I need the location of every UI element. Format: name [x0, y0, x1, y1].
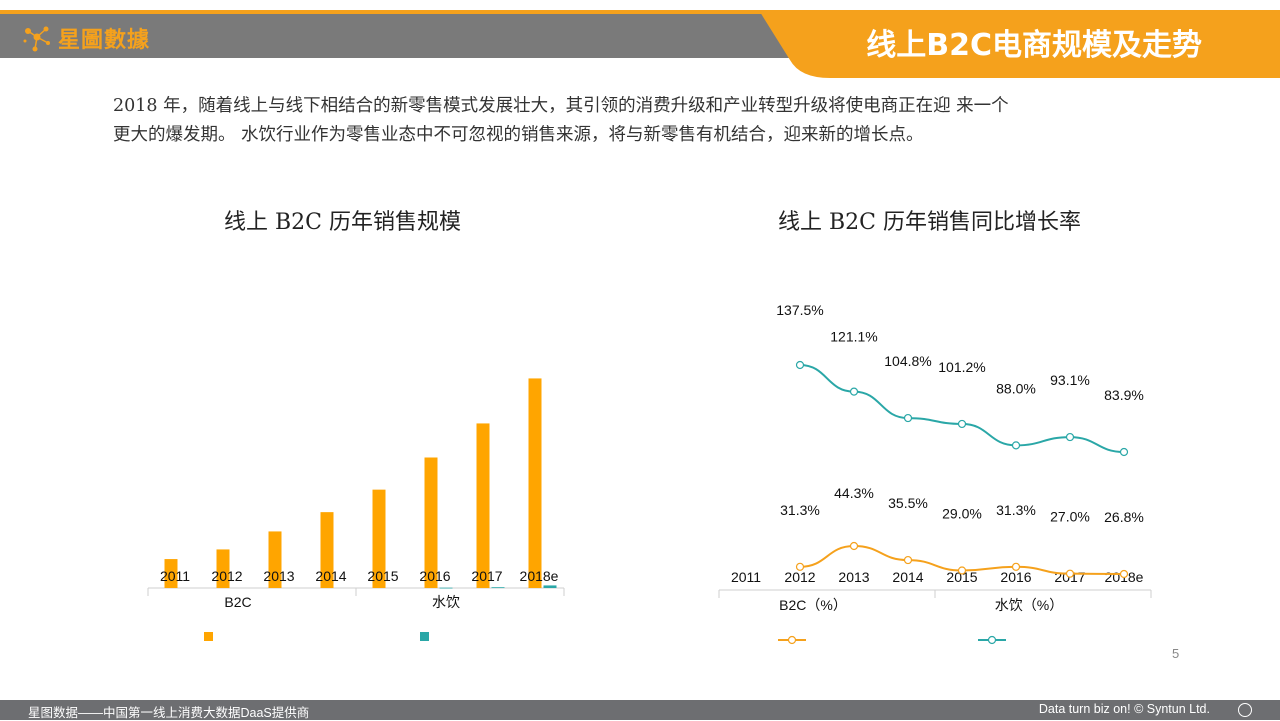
star-network-icon: [23, 26, 50, 52]
data-label: 35.5%: [888, 495, 928, 511]
data-point: [903, 413, 913, 423]
legend-marker-0: [787, 635, 797, 645]
legend-marker-1: [420, 632, 429, 641]
bar-b2c-2017: [476, 423, 490, 588]
x-tick-label: 2015: [367, 568, 398, 584]
brand-logo: 星圖數據: [22, 18, 150, 58]
data-point: [1011, 562, 1021, 571]
intro-paragraph: 2018 年，随着线上与线下相结合的新零售模式发展壮大，其引领的消费升级和产业转…: [113, 92, 1173, 150]
data-point: [957, 566, 967, 575]
bar-shuiyin-2017: [491, 587, 505, 589]
data-label: 104.8%: [884, 353, 931, 369]
bar-shuiyin-2016: [439, 587, 453, 589]
data-label: 83.9%: [1104, 387, 1144, 403]
logo-text: 星圖數據: [58, 28, 151, 53]
line-chart: 20112012201320142015201620172018e31.3%44…: [718, 302, 1152, 645]
data-label: 31.3%: [996, 502, 1036, 518]
bar-b2c-2014: [320, 512, 334, 588]
footer-bar: 星图数据——中国第一线上消费大数据DaaS提供商 Data turn biz o…: [0, 700, 1280, 720]
data-label: 44.3%: [834, 485, 874, 501]
bar-chart-title: 线上 B2C 历年销售规模: [224, 210, 461, 235]
page-number: 5: [1172, 646, 1180, 661]
data-label: 88.0%: [996, 380, 1036, 396]
series-group-label: 水饮（%）: [995, 597, 1063, 613]
data-label: 26.8%: [1104, 509, 1144, 525]
bar-b2c-2015: [372, 489, 386, 588]
series-group-label: B2C（%）: [779, 597, 847, 613]
bar-chart: 2011 2012 2013 2014 2015 2016 2017 2018e B2C 水饮: [147, 378, 565, 641]
data-point: [1119, 569, 1129, 579]
data-label: 121.1%: [830, 329, 877, 345]
x-tick-label: 2014: [315, 568, 346, 584]
bar-b2c-2012: [216, 549, 230, 588]
bar-b2c-2013: [268, 531, 282, 588]
data-point: [903, 555, 913, 565]
circle-icon: [1238, 703, 1252, 717]
x-tick-label: 2016: [1000, 569, 1031, 585]
bar-b2c-2011: [164, 559, 178, 588]
data-label: 137.5%: [776, 302, 823, 318]
x-tick-label: 2015: [946, 569, 977, 585]
intro-line-2: 更大的爆发期。 水饮行业作为零售业态中不可忽视的销售来源，将与新零售有机结合，迎…: [113, 125, 924, 145]
header-background: [0, 10, 1280, 78]
x-tick-label: 2018e: [520, 568, 559, 584]
bar-b2c-2016: [424, 457, 438, 588]
data-point: [1065, 569, 1075, 578]
header-bar: 星圖數據 线上B2C电商规模及走势: [0, 0, 1280, 78]
data-point: [1011, 441, 1021, 450]
footer-tagline: 星图数据——中国第一线上消费大数据DaaS提供商: [28, 706, 310, 720]
data-point: [957, 419, 967, 429]
intro-line-1: 2018 年，随着线上与线下相结合的新零售模式发展壮大，其引领的消费升级和产业转…: [113, 96, 1009, 116]
data-point: [849, 387, 859, 396]
data-point: [1065, 432, 1075, 442]
x-tick-label: 2017: [471, 568, 502, 584]
x-tick-label: 2013: [838, 569, 869, 585]
data-label: 93.1%: [1050, 372, 1090, 388]
bar-b2c-2018e: [528, 378, 542, 588]
x-tick-label: 2014: [892, 569, 923, 585]
footer-copyright: Data turn biz on! © Syntun Ltd.: [1038, 702, 1210, 716]
legend-marker-0: [204, 632, 213, 641]
data-point: [849, 541, 859, 551]
x-tick-label: 2011: [731, 569, 761, 585]
data-point: [1119, 447, 1129, 457]
legend-marker-1: [987, 635, 997, 645]
data-label: 29.0%: [942, 505, 982, 521]
x-tick-label: 2011: [160, 568, 190, 584]
x-tick-label: 2013: [263, 568, 294, 584]
series-group-label: B2C: [224, 594, 251, 610]
data-point: [795, 360, 805, 370]
series-group-label: 水饮: [432, 594, 460, 610]
x-tick-label: 2012: [784, 569, 815, 585]
data-label: 31.3%: [780, 502, 820, 518]
data-point: [795, 562, 805, 571]
x-tick-label: 2012: [211, 568, 242, 584]
line-chart-title: 线上 B2C 历年销售同比增长率: [778, 210, 1081, 235]
page-title: 线上B2C电商规模及走势: [866, 28, 1202, 63]
x-tick-label: 2016: [419, 568, 450, 584]
data-label: 101.2%: [938, 359, 985, 375]
data-label: 27.0%: [1050, 509, 1090, 525]
bar-shuiyin-2018e: [543, 585, 557, 588]
